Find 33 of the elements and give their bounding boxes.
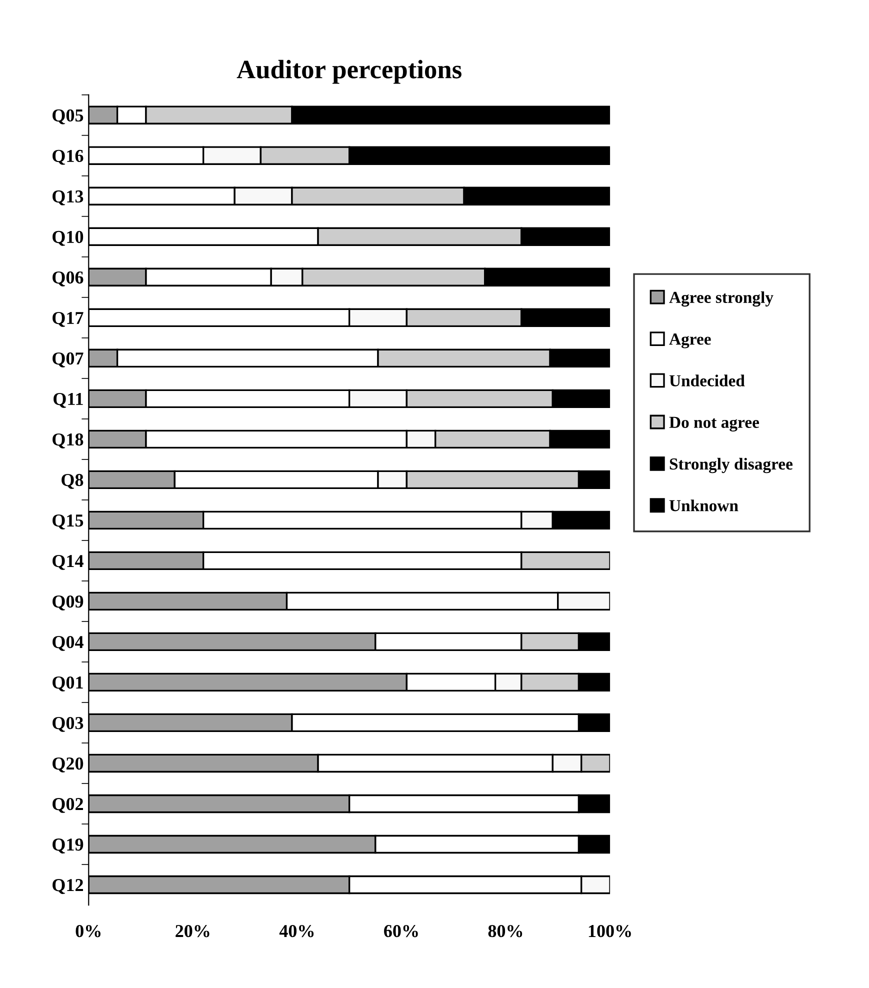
y-tick-label: Q03: [52, 716, 84, 732]
legend-label: Unknown: [669, 500, 738, 512]
y-tick-label: Q04: [52, 636, 84, 651]
y-tick-label: Q17: [52, 312, 84, 327]
y-tick-label: Q18: [52, 433, 84, 448]
y-tick-label: Q20: [52, 757, 84, 772]
y-tick-label: Q10: [52, 230, 84, 246]
y-tick-label: Q16: [52, 150, 84, 165]
y-tick-label: Q07: [52, 352, 84, 368]
y-tick-label: Q14: [52, 555, 84, 570]
x-tick-label: 0%: [76, 924, 100, 938]
x-tick-label: 20%: [176, 924, 210, 938]
legend-label: Agree strongly: [669, 291, 774, 307]
y-tick-label: Q8: [62, 474, 84, 489]
y-tick-label: Q05: [52, 109, 84, 124]
y-tick-label: Q02: [52, 798, 83, 813]
y-tick-label: Q12: [52, 879, 83, 894]
y-tick-label: Q13: [52, 190, 84, 206]
legend-label: Strongly disagree: [670, 458, 793, 474]
chart-title: Auditor perceptions: [236, 60, 462, 84]
legend-label: Agree: [669, 334, 711, 348]
x-tick-label: 60%: [384, 924, 418, 938]
x-tick-label: 40%: [279, 924, 314, 938]
y-tick-label: Q01: [52, 676, 83, 692]
y-tick-label: Q06: [52, 271, 84, 286]
y-tick-label: Q15: [52, 514, 84, 530]
x-tick-label: 80%: [488, 924, 522, 938]
legend-label: Undecided: [669, 374, 745, 386]
y-tick-label: Q09: [52, 595, 84, 610]
legend-label: Do not agree: [669, 416, 760, 432]
y-tick-label: Q19: [52, 838, 84, 854]
y-tick-label: Q11: [54, 392, 83, 408]
x-tick-label: 100%: [588, 924, 631, 938]
